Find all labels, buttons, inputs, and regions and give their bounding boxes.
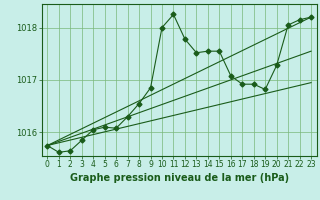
X-axis label: Graphe pression niveau de la mer (hPa): Graphe pression niveau de la mer (hPa) (70, 173, 289, 183)
